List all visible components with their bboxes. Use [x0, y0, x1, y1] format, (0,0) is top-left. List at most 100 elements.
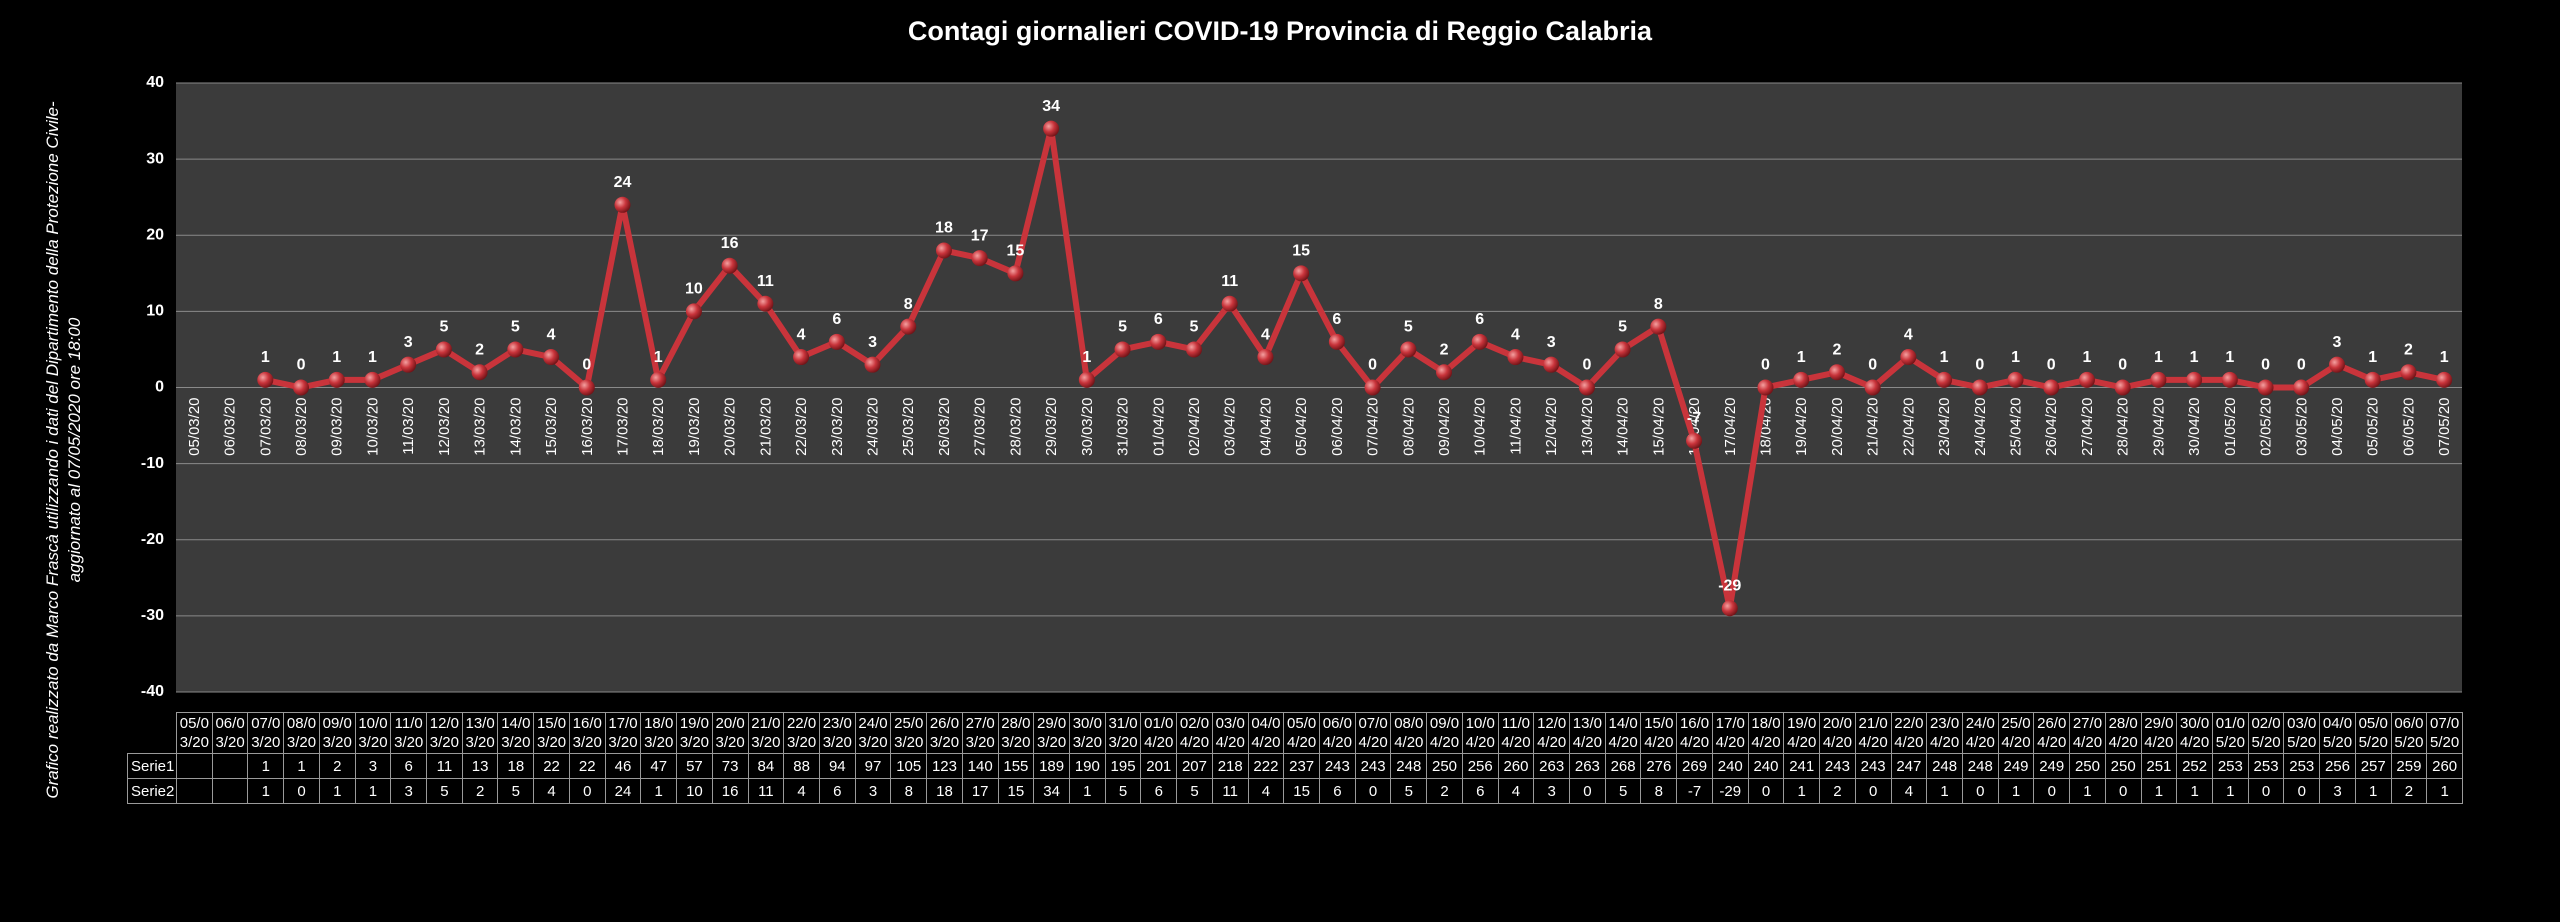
data-point [1614, 341, 1631, 358]
data-label: 1 [2011, 349, 2020, 366]
data-label: 0 [2118, 357, 2127, 374]
x-tick-label: 13/03/20 [472, 398, 489, 456]
table-category: 02/05/20 [2247, 712, 2285, 754]
data-point [1328, 333, 1345, 350]
table-cell: 123 [926, 753, 963, 779]
table-category: 08/03/20 [283, 712, 320, 754]
data-label: -7 [1687, 410, 1701, 427]
table-cell: 1 [2426, 778, 2463, 804]
data-point [2257, 379, 2274, 396]
x-tick-label: 06/05/20 [2400, 398, 2417, 456]
y-tick-label: 0 [155, 379, 164, 396]
table-cell [211, 778, 249, 804]
table-cell: 237 [1283, 753, 1320, 779]
table-cell: 1 [247, 778, 285, 804]
data-point [2364, 371, 2381, 388]
x-tick-label: 26/03/20 [936, 398, 953, 456]
data-point [2436, 371, 2453, 388]
table-cell: 8 [1640, 778, 1678, 804]
data-label: 34 [1042, 98, 1060, 115]
x-tick-label: 08/04/20 [1400, 398, 1417, 456]
x-tick-label: 06/04/20 [1329, 398, 1346, 456]
table-cell: 263 [1533, 753, 1571, 779]
table-cell: 4 [533, 778, 570, 804]
table-category: 23/03/20 [818, 712, 856, 754]
table-category: 18/03/20 [640, 712, 678, 754]
table-category: 25/03/20 [890, 712, 928, 754]
table-cell: 6 [1461, 778, 1499, 804]
x-tick-label: 01/04/20 [1150, 398, 1167, 456]
table-cell: 18 [926, 778, 963, 804]
data-point [1864, 379, 1881, 396]
table-cell: 190 [1068, 753, 1106, 779]
data-point [1364, 379, 1381, 396]
data-label: 18 [935, 220, 953, 237]
data-point [685, 303, 702, 320]
table-cell: 1 [2354, 778, 2392, 804]
table-category: 15/03/20 [533, 712, 570, 754]
data-point [2114, 379, 2131, 396]
data-point [1686, 432, 1703, 449]
data-label: 3 [1547, 334, 1556, 351]
data-label: 6 [1154, 311, 1163, 328]
table-cell: 2 [2390, 778, 2428, 804]
table-cell: 15 [1283, 778, 1320, 804]
table-cell: 249 [1997, 753, 2035, 779]
table-cell: 2 [461, 778, 499, 804]
table-cell: 1 [283, 753, 320, 779]
data-point [1650, 318, 1667, 335]
data-point [1757, 379, 1774, 396]
data-point [1043, 120, 1060, 137]
data-point [293, 379, 310, 396]
data-label: 11 [1221, 273, 1238, 290]
data-point [935, 242, 952, 259]
x-tick-label: 03/05/20 [2293, 398, 2310, 456]
x-tick-label: 05/03/20 [186, 398, 203, 456]
data-point [650, 371, 667, 388]
x-tick-label: 20/04/20 [1829, 398, 1846, 456]
annotation: Grafico realizzato da Marco Frascà utili… [43, 101, 62, 799]
table-cell: 6 [390, 753, 428, 779]
x-tick-label: 26/04/20 [2043, 398, 2060, 456]
table-cell: 249 [2033, 753, 2071, 779]
data-label: 0 [297, 357, 306, 374]
table-category: 26/04/20 [2033, 712, 2071, 754]
table-category: 12/04/20 [1533, 712, 1571, 754]
data-point [757, 295, 774, 312]
data-point [1507, 349, 1524, 366]
x-tick-label: 23/04/20 [1936, 398, 1953, 456]
data-point [1078, 371, 1095, 388]
table-category: 14/04/20 [1604, 712, 1642, 754]
y-tick-label: -10 [141, 455, 164, 472]
table-category: 27/04/20 [2069, 712, 2106, 754]
x-tick-label: 10/03/20 [364, 398, 381, 456]
data-label: 8 [904, 296, 913, 313]
table-category: 03/05/20 [2283, 712, 2321, 754]
y-tick-label: -40 [141, 683, 164, 700]
table-category: 27/03/20 [961, 712, 999, 754]
table-header: 05/03/20 06/03/20 07/03/20 08/03/20 09/03/20… [128, 712, 2463, 754]
data-label: 0 [582, 357, 591, 374]
table-cell: 5 [1390, 778, 1428, 804]
x-tick-label: 17/04/20 [1722, 398, 1739, 456]
data-label: 1 [2440, 349, 2449, 366]
table-cell: 259 [2390, 753, 2428, 779]
table-cell: 1 [1068, 778, 1106, 804]
table-cell: 195 [1104, 753, 1142, 779]
table-category: 16/04/20 [1676, 712, 1713, 754]
table-cell: 0 [1569, 778, 1606, 804]
data-point [364, 371, 381, 388]
table-cell: 189 [1033, 753, 1070, 779]
data-point [328, 371, 345, 388]
x-tick-label: 31/03/20 [1115, 398, 1132, 456]
table-category: 29/03/20 [1033, 712, 1070, 754]
data-point [1007, 265, 1024, 282]
table-category: 01/05/20 [2211, 712, 2249, 754]
table-category: 22/04/20 [1890, 712, 1928, 754]
table-cell: 3 [2319, 778, 2356, 804]
table-cell: 97 [854, 753, 892, 779]
table-cell: 46 [604, 753, 642, 779]
table-category: 18/04/20 [1747, 712, 1785, 754]
x-tick-label: 22/03/20 [793, 398, 810, 456]
